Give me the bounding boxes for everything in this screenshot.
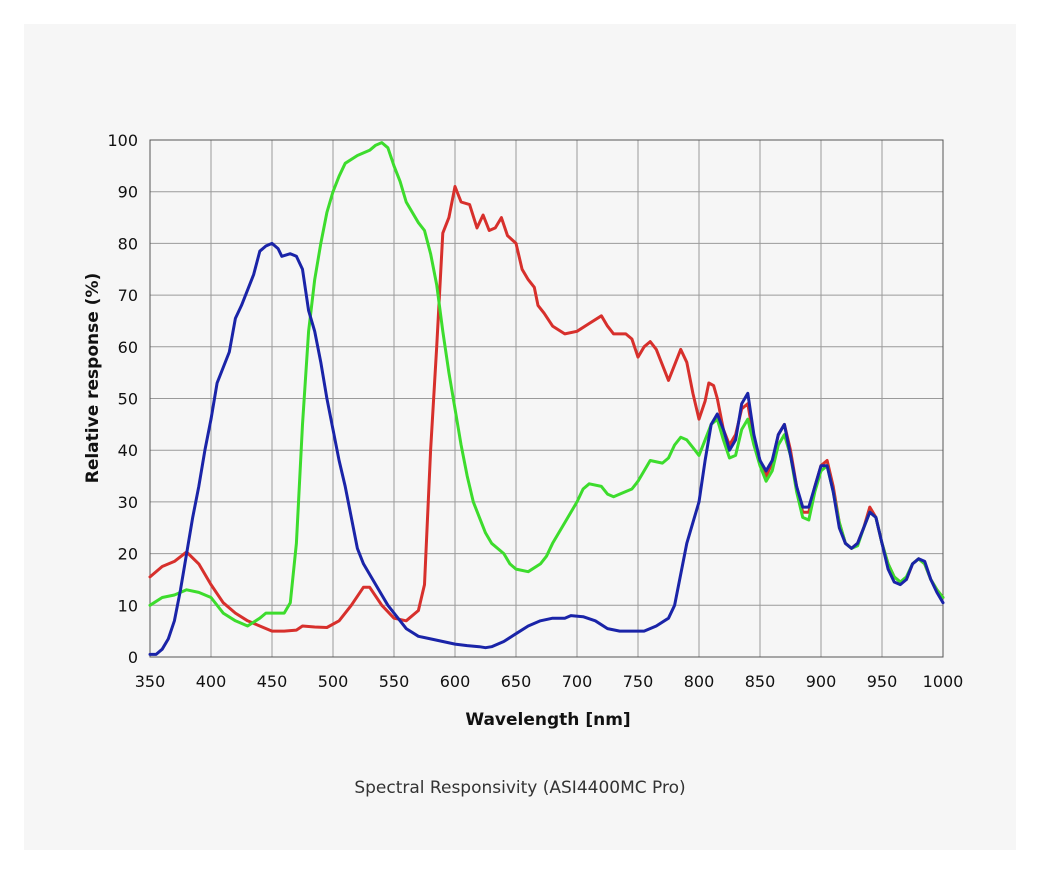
x-tick-label: 1000 — [923, 672, 964, 691]
x-tick-label: 900 — [806, 672, 837, 691]
y-tick-label: 0 — [128, 648, 138, 667]
x-tick-label: 700 — [562, 672, 593, 691]
x-tick-label: 550 — [379, 672, 410, 691]
x-tick-label: 500 — [318, 672, 349, 691]
plot-frame — [149, 139, 944, 658]
y-axis-label: Relative response (%) — [83, 273, 103, 484]
x-tick-label: 800 — [684, 672, 715, 691]
x-axis-label: Wavelength [nm] — [465, 710, 630, 730]
x-tick-label: 450 — [257, 672, 288, 691]
y-tick-label: 20 — [118, 545, 138, 564]
y-tick-label: 70 — [118, 286, 138, 305]
chart-panel — [24, 24, 1016, 850]
series-group — [148, 141, 945, 656]
y-tick-label: 50 — [118, 390, 138, 409]
y-tick-label: 10 — [118, 596, 138, 615]
x-tick-label: 750 — [623, 672, 654, 691]
x-tick-label: 650 — [501, 672, 532, 691]
y-tick-label: 30 — [118, 493, 138, 512]
x-tick-label: 350 — [135, 672, 166, 691]
y-tick-label: 80 — [118, 234, 138, 253]
y-tick-label: 90 — [118, 183, 138, 202]
series-line-1 — [148, 185, 945, 633]
tick-labels: 350 400 450 500 550 600 650 700 750 800 850 900 950 1… — [107, 131, 963, 691]
x-tick-label: 950 — [867, 672, 898, 691]
chart-caption: Spectral Responsivity (ASI4400MC Pro) — [354, 778, 686, 798]
x-tick-label: 400 — [196, 672, 227, 691]
grid — [149, 139, 944, 658]
y-tick-label: 60 — [118, 338, 138, 357]
x-tick-label: 850 — [745, 672, 776, 691]
series-line-3 — [148, 241, 945, 656]
y-tick-label: 40 — [118, 441, 138, 460]
y-tick-label: 100 — [107, 131, 138, 150]
x-tick-label: 600 — [440, 672, 471, 691]
